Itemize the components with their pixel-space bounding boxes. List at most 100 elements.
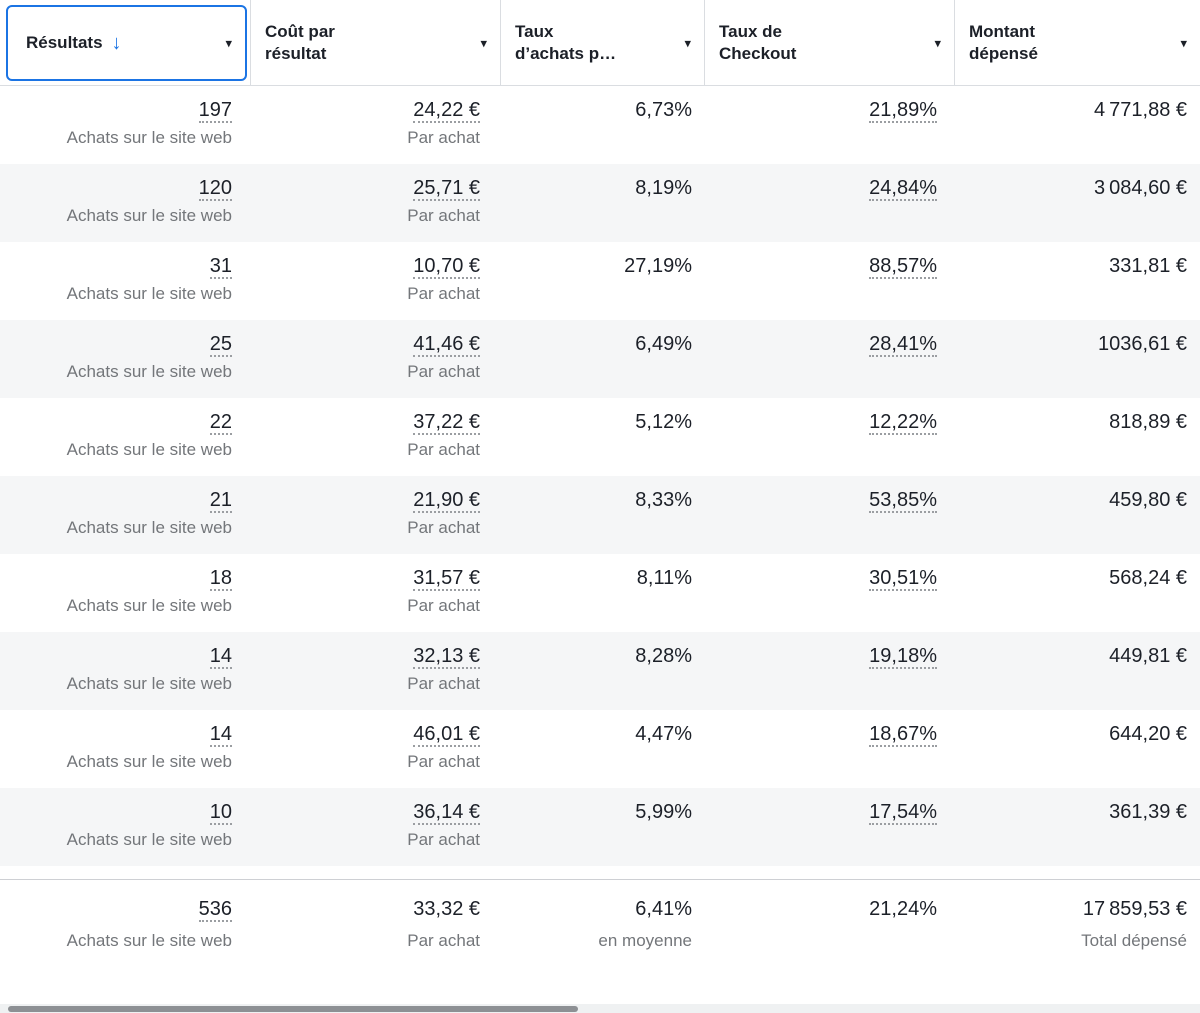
purchase-rate-value: 4,47%: [635, 723, 692, 745]
checkout-rate-value[interactable]: 21,89%: [869, 99, 937, 123]
horizontal-scrollbar-track[interactable]: [0, 1004, 1200, 1013]
cost-per-result-value[interactable]: 25,71 €: [413, 177, 480, 201]
column-header-label: Résultats: [26, 33, 103, 52]
results-label: Achats sur le site web: [66, 362, 232, 381]
avg-purchase-rate-label: en moyenne: [598, 931, 692, 950]
cost-per-result-value[interactable]: 36,14 €: [413, 801, 480, 825]
cost-per-result-value[interactable]: 21,90 €: [413, 489, 480, 513]
cost-per-result-label: Par achat: [407, 128, 480, 147]
amount-spent-value: 818,89 €: [1109, 411, 1187, 433]
column-header-cost-per-result[interactable]: Coût par résultat ▾: [251, 0, 501, 85]
total-spend-value: 17 859,53 €: [1082, 898, 1187, 920]
column-header-results[interactable]: Résultats ↓ ▾: [0, 0, 251, 85]
purchase-rate-value: 27,19%: [624, 255, 692, 277]
cost-per-result-value[interactable]: 46,01 €: [413, 723, 480, 747]
column-header-checkout-rate[interactable]: Taux de Checkout ▾: [705, 0, 955, 85]
cost-per-result-value[interactable]: 10,70 €: [413, 255, 480, 279]
table-row[interactable]: 120 Achats sur le site web 25,71 € Par a…: [0, 164, 1200, 242]
results-label: Achats sur le site web: [66, 284, 232, 303]
purchase-rate-value: 6,73%: [635, 99, 692, 121]
selected-column-box[interactable]: Résultats ↓ ▾: [6, 5, 247, 81]
table-row[interactable]: 197 Achats sur le site web 24,22 € Par a…: [0, 86, 1200, 164]
results-value[interactable]: 21: [209, 489, 232, 513]
results-value[interactable]: 14: [209, 645, 232, 669]
table-row[interactable]: 21 Achats sur le site web 21,90 € Par ac…: [0, 476, 1200, 554]
results-value[interactable]: 120: [198, 177, 232, 201]
checkout-rate-value[interactable]: 12,22%: [869, 411, 937, 435]
results-value[interactable]: 31: [209, 255, 232, 279]
amount-spent-value: 331,81 €: [1109, 255, 1187, 277]
purchase-rate-value: 8,11%: [636, 567, 692, 589]
results-label: Achats sur le site web: [66, 752, 232, 771]
results-value[interactable]: 25: [209, 333, 232, 357]
results-label: Achats sur le site web: [66, 518, 232, 537]
total-results-value[interactable]: 536: [198, 898, 232, 922]
horizontal-scrollbar-thumb[interactable]: [8, 1006, 578, 1012]
table-row[interactable]: 31 Achats sur le site web 10,70 € Par ac…: [0, 242, 1200, 320]
column-menu-caret-icon[interactable]: ▾: [480, 35, 487, 50]
column-menu-caret-icon[interactable]: ▾: [684, 35, 691, 50]
amount-spent-value: 1036,61 €: [1098, 333, 1187, 355]
column-header-label: Montant dépensé: [969, 21, 1038, 63]
cost-per-result-value[interactable]: 31,57 €: [413, 567, 480, 591]
cost-per-result-label: Par achat: [407, 206, 480, 225]
column-menu-caret-icon[interactable]: ▾: [1180, 35, 1187, 50]
summary-row: 536 Achats sur le site web 33,32 € Par a…: [0, 879, 1200, 953]
amount-spent-value: 644,20 €: [1109, 723, 1187, 745]
results-value[interactable]: 18: [209, 567, 232, 591]
checkout-rate-value[interactable]: 53,85%: [869, 489, 937, 513]
amount-spent-value: 361,39 €: [1109, 801, 1187, 823]
column-header-amount-spent[interactable]: Montant dépensé ▾: [955, 0, 1200, 85]
avg-checkout-rate-value: 21,24%: [869, 898, 937, 920]
avg-purchase-rate-value: 6,41%: [635, 898, 692, 920]
table-row[interactable]: 18 Achats sur le site web 31,57 € Par ac…: [0, 554, 1200, 632]
results-value[interactable]: 22: [209, 411, 232, 435]
avg-cost-per-result-label: Par achat: [407, 931, 480, 950]
amount-spent-value: 459,80 €: [1109, 489, 1187, 511]
cost-per-result-label: Par achat: [407, 674, 480, 693]
column-header-label: Taux d’achats p…: [515, 21, 617, 63]
table-row[interactable]: 22 Achats sur le site web 37,22 € Par ac…: [0, 398, 1200, 476]
cost-per-result-value[interactable]: 24,22 €: [413, 99, 480, 123]
checkout-rate-value[interactable]: 30,51%: [869, 567, 937, 591]
checkout-rate-value[interactable]: 28,41%: [869, 333, 937, 357]
results-label: Achats sur le site web: [66, 206, 232, 225]
column-header-label: Coût par résultat: [265, 21, 335, 63]
results-label: Achats sur le site web: [66, 674, 232, 693]
checkout-rate-value[interactable]: 18,67%: [869, 723, 937, 747]
column-header-label: Taux de Checkout: [719, 21, 797, 63]
footer-gap: [0, 866, 1200, 879]
avg-cost-per-result-value: 33,32 €: [413, 898, 480, 920]
table-row[interactable]: 14 Achats sur le site web 46,01 € Par ac…: [0, 710, 1200, 788]
checkout-rate-value[interactable]: 17,54%: [869, 801, 937, 825]
cost-per-result-value[interactable]: 37,22 €: [413, 411, 480, 435]
table-header: Résultats ↓ ▾ Coût par résultat ▾ Taux d…: [0, 0, 1200, 86]
results-value[interactable]: 10: [209, 801, 232, 825]
table-body: 197 Achats sur le site web 24,22 € Par a…: [0, 86, 1200, 866]
checkout-rate-value[interactable]: 24,84%: [869, 177, 937, 201]
total-results-label: Achats sur le site web: [66, 931, 232, 950]
table-row[interactable]: 10 Achats sur le site web 36,14 € Par ac…: [0, 788, 1200, 866]
table-row[interactable]: 14 Achats sur le site web 32,13 € Par ac…: [0, 632, 1200, 710]
column-menu-caret-icon[interactable]: ▾: [934, 35, 941, 50]
cost-per-result-label: Par achat: [407, 284, 480, 303]
results-value[interactable]: 14: [209, 723, 232, 747]
checkout-rate-value[interactable]: 88,57%: [869, 255, 937, 279]
results-value[interactable]: 197: [198, 99, 232, 123]
column-menu-caret-icon[interactable]: ▾: [225, 35, 232, 51]
cost-per-result-value[interactable]: 32,13 €: [413, 645, 480, 669]
checkout-rate-value[interactable]: 19,18%: [869, 645, 937, 669]
amount-spent-value: 4 771,88 €: [1094, 99, 1187, 121]
sort-descending-icon: ↓: [111, 32, 122, 54]
table-row[interactable]: 25 Achats sur le site web 41,46 € Par ac…: [0, 320, 1200, 398]
cost-per-result-label: Par achat: [407, 518, 480, 537]
amount-spent-value: 449,81 €: [1109, 645, 1187, 667]
cost-per-result-label: Par achat: [407, 362, 480, 381]
total-spend-label: Total dépensé: [1081, 931, 1187, 950]
cost-per-result-label: Par achat: [407, 830, 480, 849]
cost-per-result-value[interactable]: 41,46 €: [413, 333, 480, 357]
purchase-rate-value: 5,12%: [635, 411, 692, 433]
results-label: Achats sur le site web: [66, 440, 232, 459]
results-label: Achats sur le site web: [66, 830, 232, 849]
column-header-purchase-rate[interactable]: Taux d’achats p… ▾: [501, 0, 705, 85]
